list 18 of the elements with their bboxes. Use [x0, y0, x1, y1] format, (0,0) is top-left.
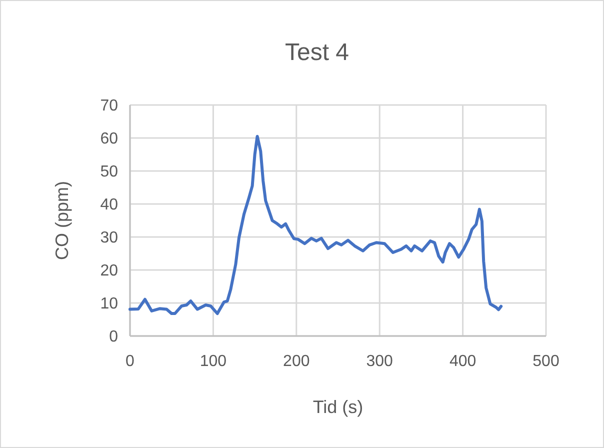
x-tick-label: 400	[449, 353, 476, 370]
x-tick-label: 200	[283, 353, 310, 370]
line-series	[128, 134, 503, 316]
chart-title: Test 4	[284, 39, 350, 66]
y-tick-label: 20	[100, 262, 118, 280]
y-tick-label: 70	[100, 98, 118, 115]
x-tick-label: 100	[200, 353, 227, 370]
x-tick-label: 300	[366, 353, 394, 370]
y-axis-title: CO (ppm)	[52, 180, 72, 260]
y-tick-label: 10	[100, 296, 118, 313]
y-tick-label: 60	[100, 130, 118, 148]
x-tick-label: 500	[532, 353, 560, 370]
x-axis-title: Tid (s)	[312, 397, 364, 417]
y-tick-label: 50	[100, 164, 118, 181]
y-tick-label: 30	[100, 230, 118, 247]
y-tick-label: 40	[100, 196, 118, 214]
x-tick-label: 0	[126, 353, 135, 370]
y-tick-label: 0	[109, 328, 118, 346]
